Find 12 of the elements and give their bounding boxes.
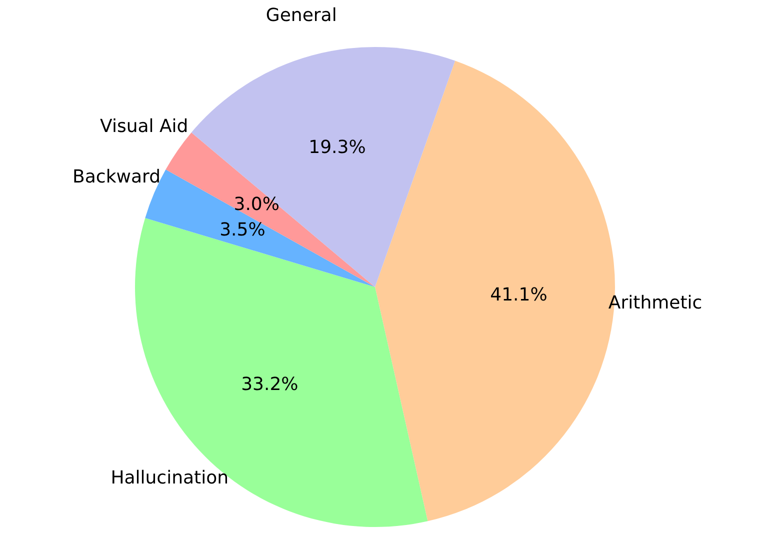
pie-slice [166,132,375,287]
pie-slice [191,47,456,287]
slice-label: Arithmetic [608,292,702,314]
data-label: 19.3% [308,137,366,158]
slice-label: Backward [72,166,161,188]
slice-label: Hallucination [110,467,228,488]
data-label: 3.5% [220,220,266,241]
data-label: 41.1% [490,284,548,306]
data-label: 33.2% [241,374,298,396]
slice-label: General [266,5,337,26]
slice-label: Visual Aid [100,116,188,138]
data-label: 3.0% [234,194,280,216]
